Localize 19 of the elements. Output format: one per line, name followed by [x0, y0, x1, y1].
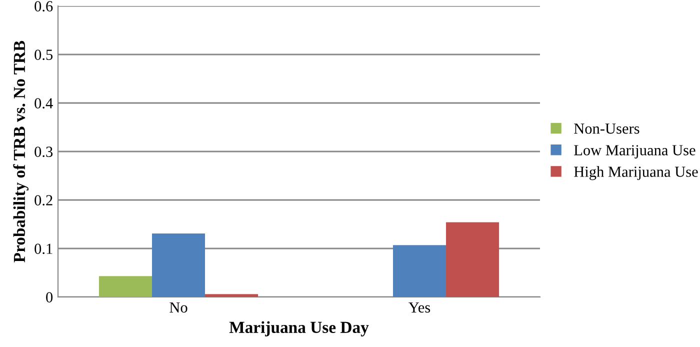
legend-label: Low Marijuana Use: [574, 145, 696, 158]
bar: [205, 294, 258, 297]
y-tick-label: 0.6: [34, 1, 53, 12]
y-tick-label: 0: [46, 292, 53, 302]
bar: [392, 245, 446, 297]
x-tick-label: Yes: [408, 302, 430, 313]
y-tick-label: 0.4: [34, 98, 53, 109]
y-tick-label: 0.1: [34, 244, 52, 254]
x-tick-label: No: [170, 302, 188, 313]
legend-label: Non-Users: [574, 124, 640, 134]
x-axis-title: Marijuana Use Day: [229, 321, 369, 336]
y-tick-label: 0.2: [34, 195, 52, 206]
y-axis-title: Probability of TRB vs. No TRB: [13, 40, 28, 262]
y-tick-label: 0.3: [34, 146, 53, 158]
legend-label: High Marijuana Use: [574, 166, 698, 180]
y-tick-label: 0.5: [34, 50, 53, 60]
bar: [446, 222, 500, 297]
bar: [98, 276, 152, 297]
bar: [152, 233, 206, 297]
